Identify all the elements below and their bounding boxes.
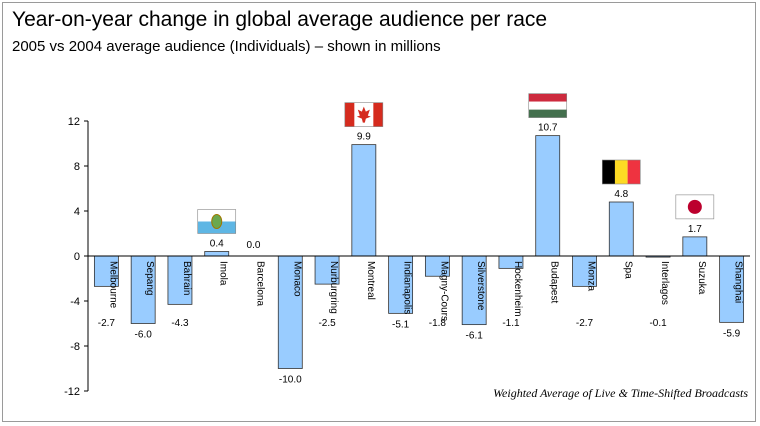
flag-emblem (211, 214, 223, 229)
flag-band (344, 102, 355, 127)
bar (608, 201, 634, 257)
data-label: -6.1 (466, 331, 484, 342)
chart-title: Year-on-year change in global average au… (12, 8, 548, 31)
maple-leaf (356, 106, 371, 123)
category-label: Shanghai (733, 261, 744, 303)
chart-footnote: Weighted Average of Live & Time-Shifted … (493, 386, 748, 400)
category-label: Monza (586, 261, 597, 291)
data-label: -1.8 (429, 318, 447, 329)
y-tick-label: 12 (68, 116, 80, 128)
category-label: Silverstone (475, 261, 486, 311)
data-label: -10.0 (279, 375, 302, 386)
data-label: -2.7 (98, 318, 116, 329)
category-label: Spa (622, 261, 633, 279)
flag-border (197, 209, 237, 234)
category-label: Indianapolis (402, 261, 413, 314)
data-label: 10.7 (538, 123, 558, 134)
flag-stripe (627, 160, 641, 184)
flag-border (528, 93, 568, 118)
bar (461, 255, 487, 326)
category-label: Suzuka (696, 261, 707, 295)
category-label: Nurburgring (328, 261, 339, 314)
flag-stripe (528, 101, 567, 110)
data-label: -2.5 (318, 318, 336, 329)
bar (93, 255, 119, 287)
data-label: -5.1 (392, 319, 410, 330)
flag-stripe (528, 109, 567, 118)
bar (682, 236, 708, 257)
flag-stripe (528, 93, 567, 102)
data-label: -0.1 (649, 318, 667, 329)
y-tick-label: 8 (74, 161, 80, 173)
category-label: Monaco (291, 261, 302, 297)
y-tick-label: -12 (64, 386, 80, 398)
category-label: Budapest (549, 261, 560, 303)
category-label: Montreal (365, 261, 376, 300)
bar (351, 144, 377, 257)
y-tick-label: 0 (74, 251, 80, 263)
y-tick-label: -4 (70, 296, 80, 308)
bar (130, 255, 156, 324)
category-label: Imola (218, 261, 229, 286)
data-label: -2.7 (576, 318, 594, 329)
flag-stripe (614, 160, 628, 184)
data-label: 1.7 (688, 224, 702, 235)
data-label: -6.0 (135, 330, 153, 341)
flag-border (344, 102, 384, 127)
san-marino-flag-icon (197, 209, 237, 234)
y-tick-label: -8 (70, 341, 80, 353)
category-label: Magny-Cours (438, 261, 449, 321)
category-label: Interlagos (659, 261, 670, 305)
belgium-flag-icon (601, 159, 641, 185)
canada-flag-icon (344, 102, 384, 127)
bar (204, 251, 230, 257)
bar (388, 255, 414, 314)
flag-border (601, 159, 641, 185)
bar (314, 255, 340, 285)
category-label: Barcelona (255, 261, 266, 306)
data-label: -1.1 (502, 318, 520, 329)
bar (535, 135, 561, 257)
japan-flag-icon (675, 194, 715, 220)
hungary-flag-icon (528, 93, 568, 118)
chart-subtitle: 2005 vs 2004 average audience (Individua… (12, 38, 441, 55)
bar (277, 255, 303, 369)
flag-band (373, 102, 383, 127)
category-label: Sepang (144, 261, 155, 295)
data-label: -4.3 (171, 318, 189, 329)
y-tick-label: 4 (74, 206, 80, 218)
category-label: Hockenheim (512, 261, 523, 317)
data-label: 0.0 (247, 240, 261, 251)
flag-disc (687, 199, 702, 214)
category-label: Bahrain (181, 261, 192, 295)
flag-border (675, 194, 715, 220)
data-label: 4.8 (614, 189, 628, 200)
data-label: 9.9 (357, 132, 371, 143)
data-label: -5.9 (723, 328, 741, 339)
category-label: Melbourne (107, 261, 118, 309)
data-label: 0.4 (210, 239, 224, 250)
bar (719, 255, 745, 323)
flag-stripe (602, 160, 615, 184)
bar (167, 255, 193, 305)
